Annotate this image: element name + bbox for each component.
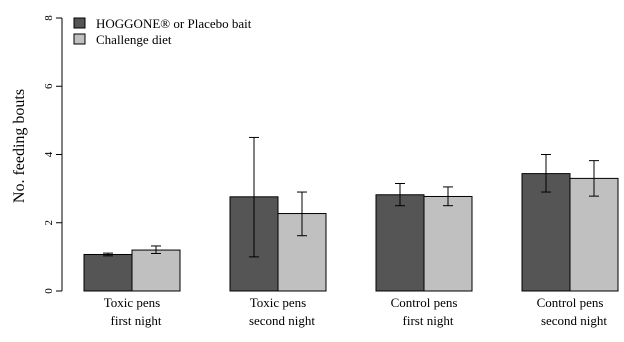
y-tick-label: 2 xyxy=(43,220,55,226)
x-axis-labels: Toxic pens first night Toxic pens second ni… xyxy=(104,295,608,328)
y-tick-label: 6 xyxy=(43,83,55,89)
x-category-label-line: Toxic pens xyxy=(250,295,307,310)
legend-label-1: Challenge diet xyxy=(96,32,172,47)
x-category-label-line: Control pens xyxy=(537,295,604,310)
legend-swatch-1 xyxy=(73,33,86,45)
bars xyxy=(83,173,619,292)
x-category-label-2: Control pens first night xyxy=(391,295,458,328)
bar-challenge-0 xyxy=(131,249,181,292)
y-tick-label: 8 xyxy=(43,15,55,21)
x-category-label-line: second night xyxy=(541,313,607,328)
y-axis: 0 2 4 6 8 xyxy=(43,15,63,294)
x-category-label-line: first night xyxy=(403,313,454,328)
bar-challenge-2 xyxy=(423,195,473,292)
y-tick-label: 4 xyxy=(43,151,55,157)
bar-bait-0 xyxy=(83,253,133,292)
x-category-label-line: Control pens xyxy=(391,295,458,310)
legend-label-0: HOGGONE® or Placebo bait xyxy=(96,16,252,31)
bar-bait-2 xyxy=(375,194,425,292)
x-category-label-line: first night xyxy=(111,313,162,328)
error-bars xyxy=(103,136,599,258)
x-category-label-1: Toxic pens second night xyxy=(249,295,315,328)
y-tick-label: 0 xyxy=(43,288,55,294)
y-axis-label: No. feeding bouts xyxy=(11,89,28,203)
legend-swatch-0 xyxy=(73,17,86,29)
x-category-label-3: Control pens second night xyxy=(537,295,608,328)
x-category-label-line: second night xyxy=(249,313,315,328)
x-category-label-0: Toxic pens first night xyxy=(104,295,162,328)
x-category-label-line: Toxic pens xyxy=(104,295,161,310)
